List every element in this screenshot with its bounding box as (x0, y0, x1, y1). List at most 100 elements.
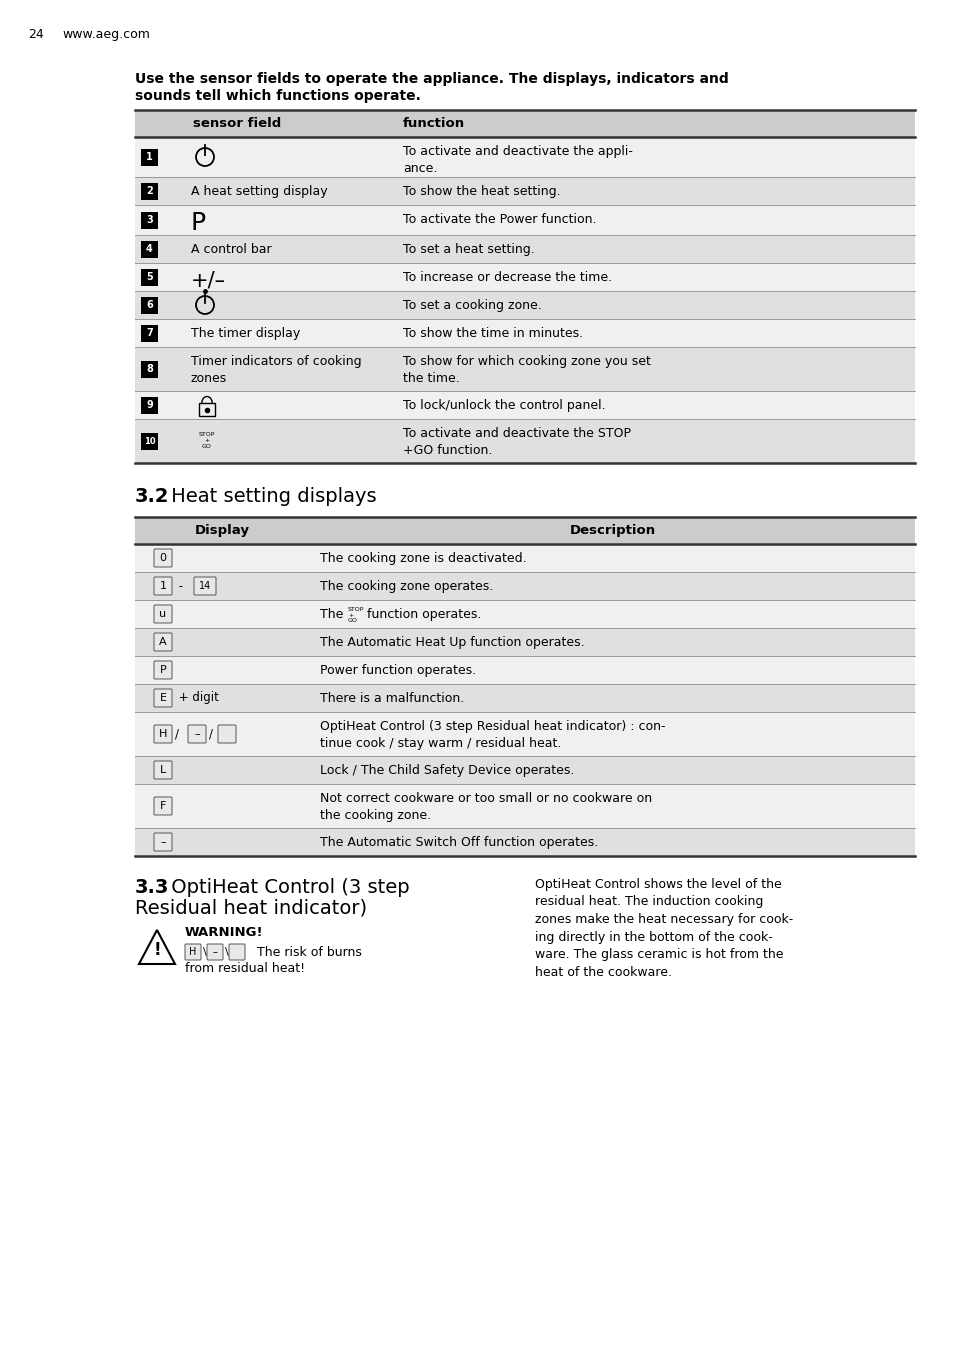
Text: OptiHeat Control shows the level of the
residual heat. The induction cooking
zon: OptiHeat Control shows the level of the … (535, 877, 792, 979)
Text: P: P (159, 665, 166, 675)
FancyBboxPatch shape (153, 690, 172, 707)
Text: function operates.: function operates. (367, 608, 481, 621)
Bar (141, 433, 158, 449)
Bar (135, 391, 914, 419)
FancyBboxPatch shape (153, 796, 172, 815)
FancyBboxPatch shape (153, 549, 172, 566)
Bar (141, 183, 158, 200)
Text: The Automatic Switch Off function operates.: The Automatic Switch Off function operat… (319, 836, 598, 849)
Bar (141, 149, 158, 165)
Text: STOP: STOP (198, 433, 215, 438)
Bar (135, 600, 914, 627)
Text: + digit: + digit (174, 691, 218, 704)
Text: 5: 5 (146, 272, 152, 283)
Bar (135, 627, 914, 656)
Text: /: / (174, 727, 179, 741)
FancyBboxPatch shape (153, 604, 172, 623)
FancyBboxPatch shape (207, 944, 223, 960)
Bar (135, 347, 914, 391)
Text: H: H (189, 946, 196, 957)
Text: 1: 1 (146, 151, 152, 162)
Bar (199, 403, 214, 416)
Bar (135, 419, 914, 462)
Text: 10: 10 (144, 437, 155, 446)
Text: To increase or decrease the time.: To increase or decrease the time. (402, 270, 612, 284)
Bar (135, 137, 914, 177)
Text: A: A (159, 637, 167, 648)
FancyBboxPatch shape (188, 725, 206, 744)
FancyBboxPatch shape (185, 944, 201, 960)
Bar (141, 211, 158, 228)
Text: WARNING!: WARNING! (185, 926, 263, 940)
Text: The cooking zone operates.: The cooking zone operates. (319, 580, 493, 594)
Bar (141, 396, 158, 414)
Text: Display: Display (194, 525, 250, 537)
Text: 9: 9 (146, 400, 152, 410)
Text: The: The (319, 608, 347, 621)
FancyBboxPatch shape (153, 661, 172, 679)
Text: To show the time in minutes.: To show the time in minutes. (402, 327, 582, 339)
Bar (135, 544, 914, 572)
Text: The risk of burns: The risk of burns (256, 946, 361, 959)
Text: 3.3: 3.3 (135, 877, 170, 896)
Text: /: / (209, 727, 213, 741)
Text: Not correct cookware or too small or no cookware on
the cooking zone.: Not correct cookware or too small or no … (319, 792, 652, 822)
Text: 3: 3 (146, 215, 152, 224)
Text: 3.2: 3.2 (135, 487, 170, 506)
Text: GO: GO (202, 443, 212, 449)
Text: 4: 4 (146, 243, 152, 254)
Text: Timer indicators of cooking
zones: Timer indicators of cooking zones (191, 356, 361, 384)
Bar (141, 269, 158, 285)
Text: To show the heat setting.: To show the heat setting. (402, 185, 560, 197)
Bar (141, 324, 158, 342)
Text: Residual heat indicator): Residual heat indicator) (135, 898, 367, 917)
Bar (135, 516, 914, 544)
Text: To set a heat setting.: To set a heat setting. (402, 243, 535, 256)
Text: 1: 1 (159, 581, 167, 591)
Text: function: function (402, 118, 465, 130)
Text: To activate the Power function.: To activate the Power function. (402, 214, 596, 226)
Text: from residual heat!: from residual heat! (185, 963, 305, 975)
Text: sensor field: sensor field (193, 118, 281, 130)
Text: –: – (194, 729, 199, 740)
Text: E: E (159, 694, 167, 703)
Text: 0: 0 (159, 553, 167, 562)
Text: To show for which cooking zone you set
the time.: To show for which cooking zone you set t… (402, 356, 650, 384)
Text: 24: 24 (28, 28, 44, 41)
FancyBboxPatch shape (153, 725, 172, 744)
FancyBboxPatch shape (153, 833, 172, 850)
Text: P: P (191, 211, 206, 235)
Text: Use the sensor fields to operate the appliance. The displays, indicators and: Use the sensor fields to operate the app… (135, 72, 728, 87)
FancyBboxPatch shape (153, 761, 172, 779)
Text: The Automatic Heat Up function operates.: The Automatic Heat Up function operates. (319, 635, 584, 649)
Text: H: H (158, 729, 167, 740)
Text: \: \ (225, 946, 229, 957)
Text: A heat setting display: A heat setting display (191, 185, 327, 197)
Text: -: - (174, 580, 187, 592)
Bar (135, 206, 914, 235)
FancyBboxPatch shape (153, 633, 172, 652)
Bar (135, 784, 914, 827)
Bar (135, 177, 914, 206)
FancyBboxPatch shape (229, 944, 245, 960)
Text: F: F (160, 800, 166, 811)
Text: !: ! (153, 941, 161, 959)
Text: Power function operates.: Power function operates. (319, 664, 476, 677)
Bar (135, 110, 914, 137)
Bar (135, 264, 914, 291)
Bar (135, 827, 914, 856)
Bar (135, 756, 914, 784)
Bar (135, 713, 914, 756)
Bar (135, 235, 914, 264)
Text: A control bar: A control bar (191, 243, 272, 256)
Text: To activate and deactivate the appli-
ance.: To activate and deactivate the appli- an… (402, 145, 632, 174)
Text: Description: Description (569, 525, 655, 537)
Text: To activate and deactivate the STOP
+GO function.: To activate and deactivate the STOP +GO … (402, 427, 630, 457)
Text: OptiHeat Control (3 step: OptiHeat Control (3 step (165, 877, 409, 896)
Bar (141, 361, 158, 377)
Text: \: \ (203, 946, 207, 957)
Text: +: + (204, 438, 210, 443)
Text: To lock/unlock the control panel.: To lock/unlock the control panel. (402, 399, 605, 412)
Text: 7: 7 (146, 329, 152, 338)
FancyBboxPatch shape (153, 577, 172, 595)
